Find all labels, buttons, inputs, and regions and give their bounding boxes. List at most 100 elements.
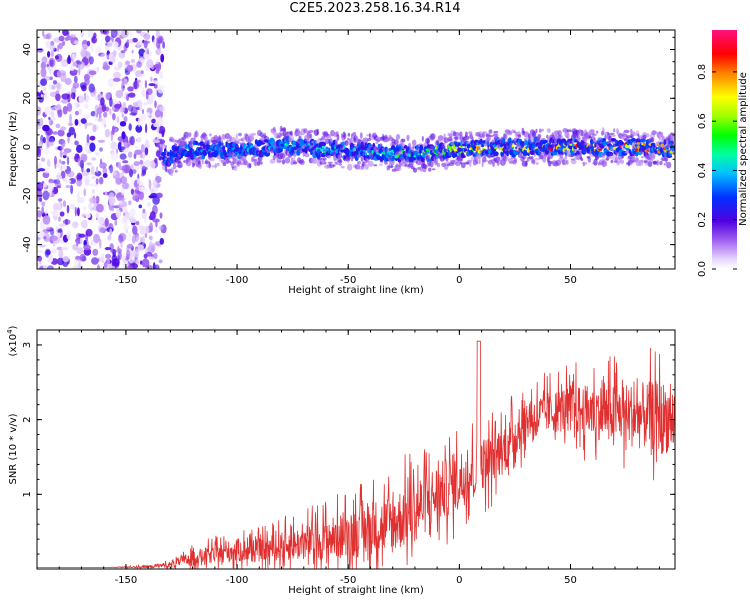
signal-halo bbox=[666, 161, 672, 169]
noise-blob bbox=[155, 48, 162, 56]
signal-halo bbox=[546, 128, 551, 133]
noise-blob bbox=[56, 82, 61, 90]
signal-halo bbox=[422, 164, 428, 170]
signal-halo bbox=[327, 161, 333, 164]
noise-blob bbox=[136, 61, 143, 68]
signal-halo bbox=[198, 164, 202, 170]
noise-blob bbox=[61, 99, 69, 104]
noise-blob bbox=[98, 176, 104, 185]
signal-halo bbox=[608, 153, 614, 157]
noise-blob bbox=[99, 238, 102, 249]
signal-halo bbox=[359, 132, 363, 139]
x-tick-label: -100 bbox=[226, 275, 249, 286]
noise-blob bbox=[109, 164, 114, 174]
signal-halo bbox=[357, 161, 361, 165]
noise-blob bbox=[123, 215, 127, 223]
noise-blob bbox=[150, 76, 153, 82]
noise-blob bbox=[66, 230, 72, 240]
noise-blob bbox=[138, 181, 144, 187]
signal-halo bbox=[541, 128, 544, 132]
signal-halo bbox=[335, 138, 338, 145]
signal-halo bbox=[493, 130, 499, 134]
noise-blob bbox=[158, 156, 163, 161]
noise-blob bbox=[96, 66, 100, 72]
noise-blob bbox=[40, 157, 46, 162]
noise-blob bbox=[138, 186, 146, 192]
signal-halo bbox=[329, 137, 333, 143]
noise-blob bbox=[91, 175, 96, 180]
noise-blob bbox=[42, 182, 48, 188]
noise-blob bbox=[76, 241, 79, 247]
signal-halo bbox=[368, 132, 371, 140]
noise-blob bbox=[135, 220, 140, 226]
noise-blob bbox=[100, 97, 105, 106]
noise-blob bbox=[43, 147, 50, 155]
noise-blob bbox=[67, 136, 70, 144]
signal-halo bbox=[566, 132, 570, 140]
noise-blob bbox=[144, 217, 147, 224]
noise-blob bbox=[136, 178, 140, 185]
noise-blob bbox=[37, 181, 44, 192]
noise-blob bbox=[126, 249, 131, 259]
signal-halo bbox=[464, 137, 470, 141]
noise-blob bbox=[80, 237, 83, 245]
signal-halo bbox=[641, 156, 644, 159]
noise-blob bbox=[79, 253, 86, 262]
noise-blob bbox=[140, 173, 145, 177]
noise-blob bbox=[110, 248, 117, 254]
noise-blob bbox=[95, 152, 101, 156]
noise-blob bbox=[55, 226, 59, 233]
noise-blob bbox=[62, 200, 67, 208]
signal-halo bbox=[481, 160, 484, 168]
x-tick-label: 0 bbox=[456, 575, 462, 586]
noise-blob bbox=[60, 202, 63, 208]
noise-blob bbox=[57, 129, 65, 137]
noise-blob bbox=[86, 40, 91, 47]
noise-blob bbox=[39, 117, 44, 127]
signal-halo bbox=[209, 133, 212, 137]
signal-halo bbox=[230, 151, 234, 154]
noise-blob bbox=[119, 121, 127, 127]
noise-blob bbox=[43, 167, 50, 174]
noise-blob bbox=[132, 80, 140, 90]
noise-blob bbox=[105, 35, 111, 43]
signal-halo bbox=[361, 165, 365, 170]
signal-halo bbox=[611, 134, 616, 137]
noise-blob bbox=[111, 258, 120, 267]
noise-blob bbox=[88, 70, 97, 76]
noise-blob bbox=[109, 97, 113, 107]
noise-blob bbox=[40, 78, 48, 86]
signal-core bbox=[640, 138, 646, 143]
signal-halo bbox=[304, 152, 310, 158]
signal-halo bbox=[661, 135, 665, 141]
noise-blob bbox=[91, 36, 98, 44]
signal-halo bbox=[663, 163, 666, 166]
noise-blob bbox=[45, 249, 51, 256]
noise-blob bbox=[114, 103, 122, 109]
noise-blob bbox=[90, 165, 95, 176]
signal-halo bbox=[177, 161, 183, 169]
signal-halo bbox=[281, 152, 285, 155]
noise-blob bbox=[148, 83, 156, 87]
noise-blob bbox=[107, 234, 112, 241]
snr-ticks: -150 -100 -50 0 50 1 2 3 bbox=[22, 330, 675, 586]
noise-blob bbox=[62, 154, 67, 159]
signal-halo bbox=[336, 134, 340, 141]
signal-halo bbox=[367, 138, 372, 142]
signal-halo bbox=[492, 161, 495, 167]
noise-blob bbox=[71, 221, 79, 229]
noise-blob bbox=[146, 59, 154, 69]
signal-halo bbox=[165, 145, 167, 149]
noise-blob bbox=[142, 208, 146, 214]
noise-blob bbox=[134, 145, 139, 149]
signal-halo bbox=[257, 160, 261, 166]
noise-blob bbox=[153, 122, 160, 127]
noise-blob bbox=[141, 235, 145, 245]
noise-blob bbox=[59, 211, 65, 217]
signal-halo bbox=[286, 142, 291, 145]
noise-blob bbox=[143, 159, 152, 168]
noise-blob bbox=[161, 130, 165, 137]
noise-blob bbox=[130, 59, 136, 63]
signal-halo bbox=[412, 145, 415, 149]
noise-blob bbox=[77, 191, 80, 199]
